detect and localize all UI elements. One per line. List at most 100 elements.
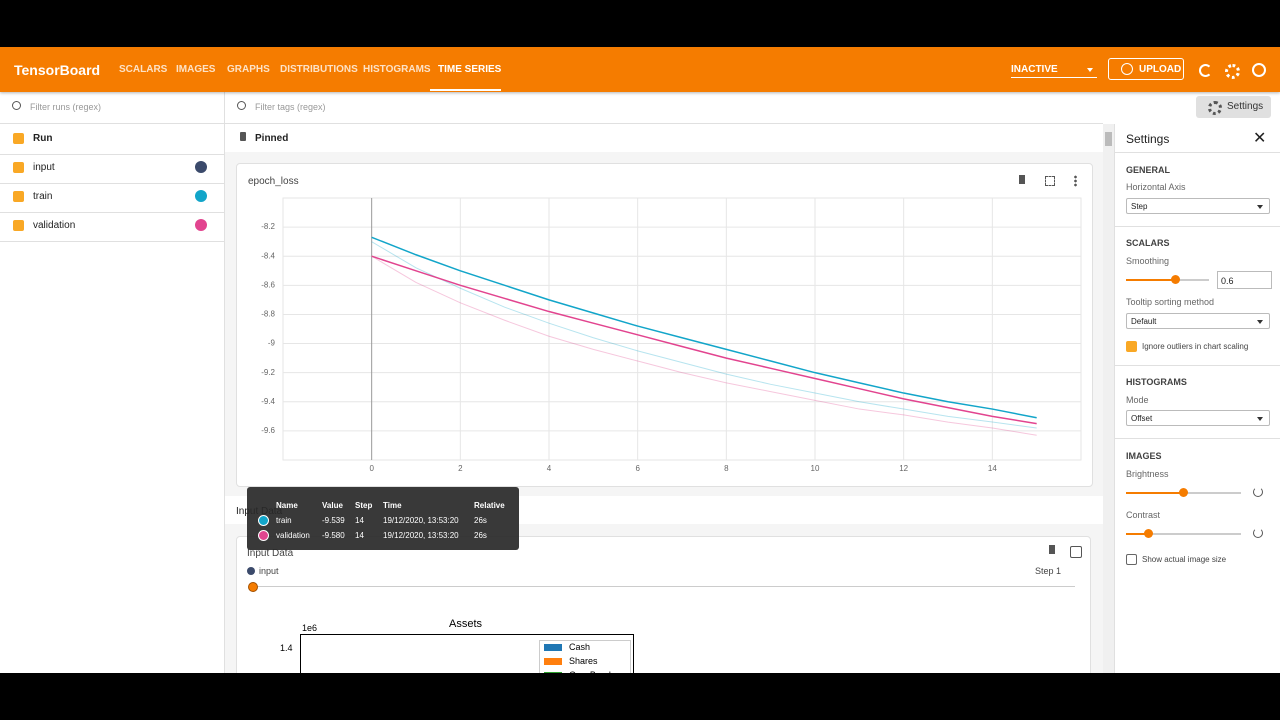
field-label: Brightness [1126, 469, 1169, 479]
y-tick-label: -9.6 [261, 426, 275, 435]
legend-swatch [544, 658, 562, 665]
pin-icon [240, 132, 246, 141]
step-slider [252, 586, 1075, 587]
tab[interactable]: IMAGES [176, 64, 216, 75]
checkbox-label: Ignore outliers in chart scaling [1142, 342, 1249, 351]
card-title: Input Data [247, 548, 294, 559]
expand-button[interactable] [1070, 546, 1082, 558]
checkbox[interactable] [1126, 341, 1137, 352]
slider-fill [1126, 492, 1184, 494]
field-label: Horizontal Axis [1126, 182, 1186, 192]
pin-button[interactable] [1049, 545, 1055, 554]
run-name: input [33, 162, 55, 173]
search-icon [12, 101, 21, 110]
tag-filter-bar: Filter tags (regex) [225, 92, 1103, 124]
series-line [371, 236, 1037, 419]
tab[interactable]: DISTRIBUTIONS [280, 64, 358, 75]
checkbox[interactable] [1126, 554, 1137, 565]
x-tick-label: 10 [811, 464, 820, 473]
checkbox[interactable] [13, 162, 24, 173]
close-button[interactable]: ✕ [1253, 130, 1267, 147]
y-tick-label: -8.8 [261, 310, 275, 319]
run-name: train [33, 191, 53, 202]
series-line [371, 255, 1037, 425]
divider [1115, 226, 1280, 227]
tooltip-swatch [258, 515, 269, 526]
raw-series-line [371, 255, 1037, 436]
chart: -8.2 -8.4 -8.6 -8.8 -9 -9.2 -9.4 -9.6 0 2 4 6 8 10 12 1… [261, 197, 1082, 473]
checkbox[interactable] [13, 191, 24, 202]
upload-label: UPLOAD [1139, 64, 1182, 75]
y-tick-label: -9.4 [261, 397, 275, 406]
section-heading: IMAGES [1126, 451, 1162, 461]
tooltip-column: Name [276, 501, 298, 510]
slider-knob[interactable] [1144, 529, 1153, 538]
tooltip-cell: 14 [355, 516, 364, 525]
step-label: Step 1 [1035, 566, 1062, 576]
legend-entry: Cash [569, 642, 591, 652]
slider-track [1126, 533, 1241, 535]
tooltip-cell: train [276, 516, 292, 525]
fullscreen-button[interactable] [1045, 176, 1055, 186]
divider [1115, 365, 1280, 366]
tooltip-cell: validation [276, 531, 310, 540]
field-label: Contrast [1126, 510, 1161, 520]
checkbox[interactable] [13, 133, 24, 144]
tooltip-column: Time [383, 501, 402, 510]
status-select[interactable]: INACTIVE [1011, 64, 1058, 75]
toolbar: TensorBoard SCALARS IMAGES GRAPHS DISTRI… [0, 47, 1280, 92]
pinned-header: Pinned [225, 124, 1103, 152]
help-icon[interactable] [1252, 63, 1266, 77]
slider-knob[interactable] [248, 582, 258, 592]
select[interactable]: Step [1126, 198, 1270, 214]
tooltip-cell: 14 [355, 531, 364, 540]
x-tick-label: 14 [988, 464, 997, 473]
run-color [195, 190, 207, 202]
scroll-thumb[interactable] [1105, 132, 1112, 146]
tooltip-cell: 19/12/2020, 13:53:20 [383, 516, 459, 525]
x-tick-label: 12 [899, 464, 908, 473]
dropdown-arrow [1087, 68, 1093, 75]
settings-title: Settings [1126, 132, 1170, 146]
tab-active[interactable]: TIME SERIES [438, 64, 502, 75]
settings-button[interactable]: Settings [1196, 96, 1271, 118]
tab[interactable]: HISTOGRAMS [363, 64, 431, 75]
reset-button[interactable] [1253, 487, 1263, 497]
tooltip-cell: 26s [474, 516, 487, 525]
tab[interactable]: GRAPHS [227, 64, 270, 75]
reset-button[interactable] [1253, 528, 1263, 538]
divider [1115, 152, 1280, 153]
x-tick-label: 0 [369, 464, 374, 473]
brand: TensorBoard [14, 62, 101, 78]
y-tick-label: -8.6 [261, 280, 275, 289]
select[interactable]: Default [1126, 313, 1270, 329]
runs-filter[interactable]: Filter runs (regex) [30, 102, 102, 112]
y-tick-label: -8.4 [261, 251, 275, 260]
settings-icon[interactable] [1225, 64, 1240, 79]
slider-fill [1126, 533, 1149, 535]
x-tick-label: 8 [724, 464, 729, 473]
select[interactable]: Offset [1126, 410, 1270, 426]
run-label: input [259, 566, 279, 576]
slider-knob[interactable] [1171, 275, 1180, 284]
menu-button[interactable] [1074, 175, 1077, 187]
search-icon [237, 101, 246, 110]
divider [0, 123, 224, 124]
refresh-icon[interactable] [1199, 64, 1212, 77]
checkbox[interactable] [13, 220, 24, 231]
pin-button[interactable] [1019, 175, 1025, 184]
divider [0, 183, 224, 184]
plot-title: Assets [449, 618, 483, 630]
tags-filter[interactable]: Filter tags (regex) [255, 102, 326, 112]
plot-frame [282, 197, 1082, 461]
tooltip-cell: 26s [474, 531, 487, 540]
tooltip-column: Step [355, 501, 373, 510]
card-title: epoch_loss [248, 176, 299, 187]
slider-knob[interactable] [1179, 488, 1188, 497]
legend-entry: Shares [569, 656, 598, 666]
smoothing-input[interactable]: 0.6 [1217, 271, 1272, 289]
settings-panel: Settings ✕ GENERAL Horizontal Axis Step … [1114, 124, 1280, 673]
upload-button[interactable]: UPLOAD [1108, 58, 1184, 80]
tab[interactable]: SCALARS [119, 64, 168, 75]
run-color [195, 161, 207, 173]
